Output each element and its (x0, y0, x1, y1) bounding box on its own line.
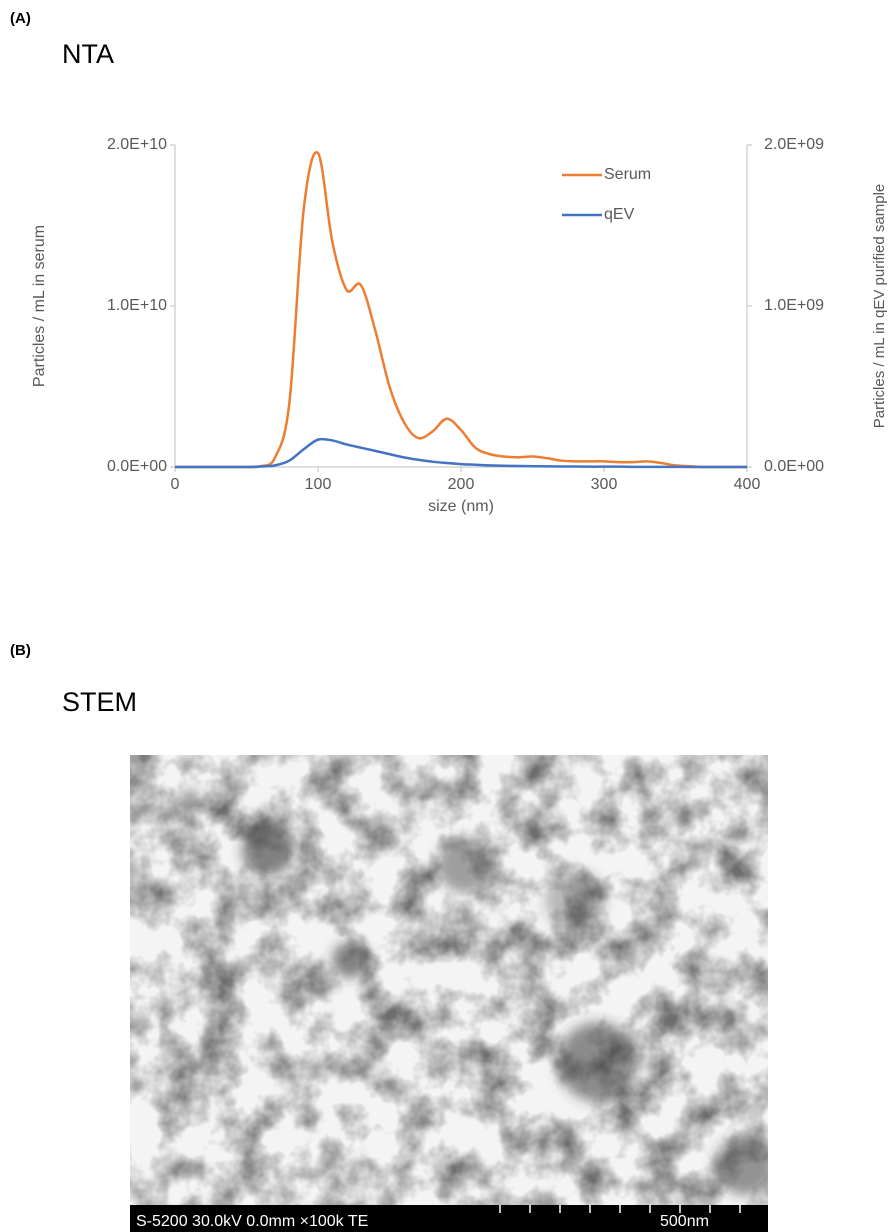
panel-label: (A) (10, 10, 31, 27)
y2-axis-label: Particles / mL in qEV purified sample (871, 184, 888, 429)
x-tick-label: 400 (734, 476, 761, 493)
legend-label: qEV (604, 206, 635, 223)
x-tick-label: 200 (448, 476, 475, 493)
series-line (174, 150, 747, 469)
vesicles (180, 790, 768, 1195)
legend-label: Serum (604, 166, 651, 183)
y2-tick-label: 0.0E+00 (764, 458, 824, 475)
chart: 0.0E+00 1.0E+10 2.0E+10 0.0E+00 1.0E+09 2.0E+… (31, 136, 888, 515)
y-tick-label: 1.0E+10 (107, 297, 167, 314)
series-line (174, 437, 747, 469)
panel-title: NTA (62, 39, 114, 69)
y-tick-label: 0.0E+00 (107, 458, 167, 475)
panel-label: (B) (10, 642, 31, 659)
y-axis-label: Particles / mL in serum (31, 225, 48, 387)
y2-tick-label: 1.0E+09 (764, 297, 824, 314)
y-tick-label: 2.0E+10 (107, 136, 167, 153)
caption-bar (130, 1205, 768, 1232)
image-caption: S-5200 30.0kV 0.0mm ×100k TE (136, 1213, 368, 1230)
x-axis-label: size (nm) (428, 498, 494, 515)
image-texture (130, 755, 768, 1232)
x-tick-label: 100 (305, 476, 332, 493)
y2-tick-label: 2.0E+09 (764, 136, 824, 153)
panel-title: STEM (62, 687, 137, 717)
scale-bar-label: 500nm (660, 1213, 709, 1230)
x-tick-label: 0 (171, 476, 180, 493)
stem-image: S-5200 30.0kV 0.0mm ×100k TE 500nm (130, 755, 768, 1232)
x-tick-label: 300 (591, 476, 618, 493)
scale-ticks (499, 1205, 741, 1213)
